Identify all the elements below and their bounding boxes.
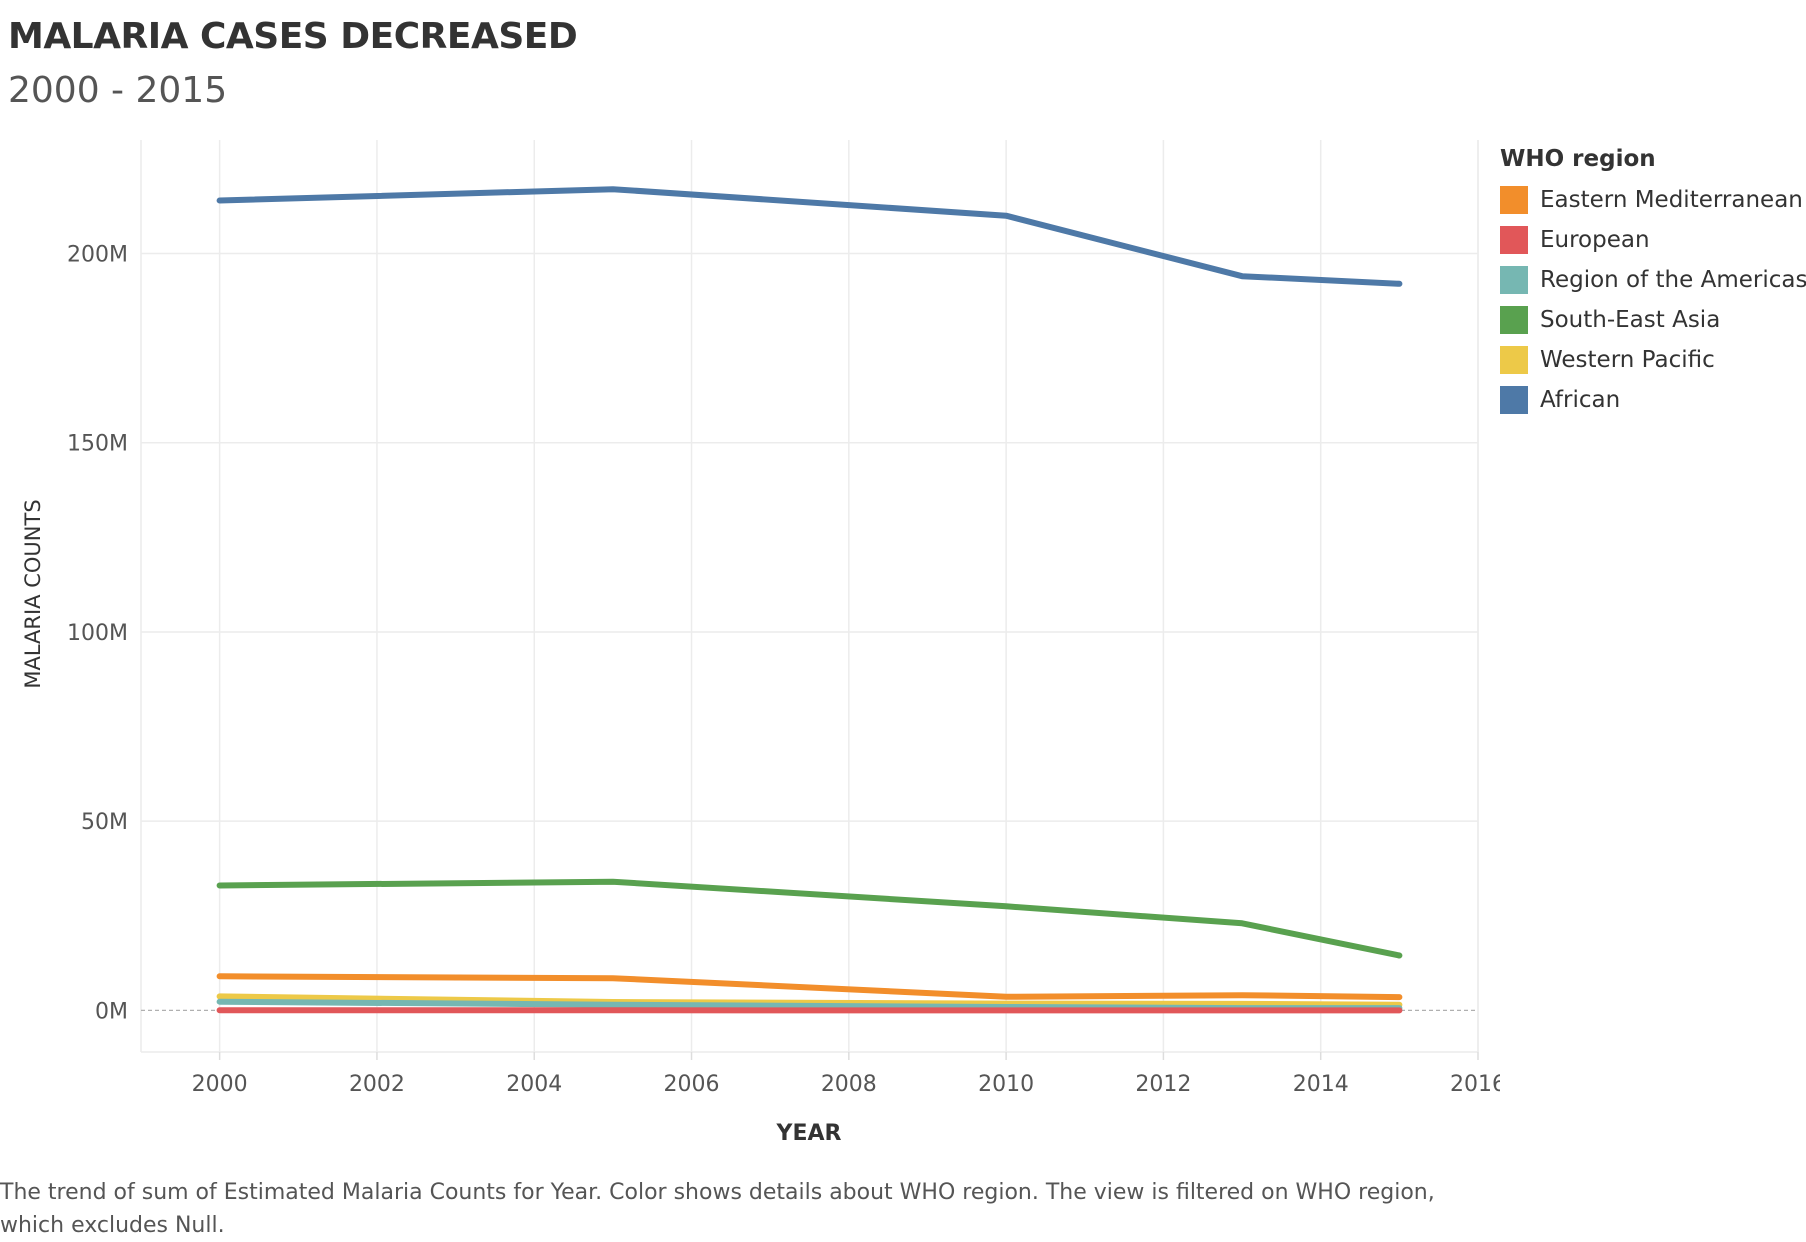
legend-swatch <box>1500 226 1528 254</box>
x-axis-label: YEAR <box>776 1121 842 1146</box>
x-tick-label: 2006 <box>664 1072 720 1097</box>
series-line-western-pacific <box>216 993 1403 1008</box>
legend-item-western-pacific[interactable]: Western Pacific <box>1500 340 1800 380</box>
legend-label: European <box>1540 227 1650 253</box>
x-tick-label: 2010 <box>978 1072 1034 1097</box>
line-chart: 2000 2002 2004 2006 2008 2010 2012 2014 2016 0M 50… <box>21 140 1500 1146</box>
x-tick-label: 2000 <box>192 1072 248 1097</box>
series-lines <box>216 186 1403 1014</box>
legend-item-african[interactable]: African <box>1500 380 1800 420</box>
legend-label: Eastern Mediterranean <box>1540 187 1803 213</box>
legend: WHO region Eastern Mediterranean European… <box>1500 146 1806 420</box>
legend-label: South-East Asia <box>1540 307 1721 333</box>
chart-subtitle: 2000 - 2015 <box>8 70 228 111</box>
legend-label: African <box>1540 387 1621 413</box>
x-tick-label: 2016 <box>1450 1072 1500 1097</box>
x-tick-label: 2008 <box>821 1072 877 1097</box>
legend-swatch <box>1500 386 1528 414</box>
legend-swatch <box>1500 266 1528 294</box>
y-axis-label: MALARIA COUNTS <box>21 499 45 688</box>
legend-item-region-of-the-americas[interactable]: Region of the Americas <box>1500 260 1806 300</box>
y-tick-label: 150M <box>67 432 128 457</box>
series-line-south-east-asia <box>216 878 1403 959</box>
legend-items: Eastern Mediterranean European Region of t… <box>1500 180 1806 420</box>
legend-label: Region of the Americas <box>1540 267 1806 293</box>
axes: 2000 2002 2004 2006 2008 2010 2012 2014 2016 0M 50… <box>67 243 1500 1097</box>
chart-caption: The trend of sum of Estimated Malaria Co… <box>0 1180 1435 1238</box>
x-tick-label: 2004 <box>506 1072 562 1097</box>
legend-swatch <box>1500 186 1528 214</box>
legend-item-european[interactable]: European <box>1500 220 1800 260</box>
x-tick-label: 2014 <box>1293 1072 1349 1097</box>
legend-item-eastern-mediterranean[interactable]: Eastern Mediterranean <box>1500 180 1803 220</box>
series-line-eastern-mediterranean <box>216 973 1403 1001</box>
y-tick-label: 50M <box>81 810 128 835</box>
legend-item-south-east-asia[interactable]: South-East Asia <box>1500 300 1800 340</box>
series-line-african <box>216 186 1403 287</box>
y-tick-label: 100M <box>67 621 128 646</box>
x-tick-label: 2002 <box>349 1072 405 1097</box>
legend-swatch <box>1500 306 1528 334</box>
x-tick-label: 2012 <box>1135 1072 1191 1097</box>
legend-title: WHO region <box>1500 146 1656 172</box>
legend-label: Western Pacific <box>1540 347 1715 373</box>
y-tick-label: 200M <box>67 243 128 268</box>
legend-swatch <box>1500 346 1528 374</box>
y-tick-label: 0M <box>95 999 128 1024</box>
chart-title: MALARIA CASES DECREASED <box>8 16 578 57</box>
